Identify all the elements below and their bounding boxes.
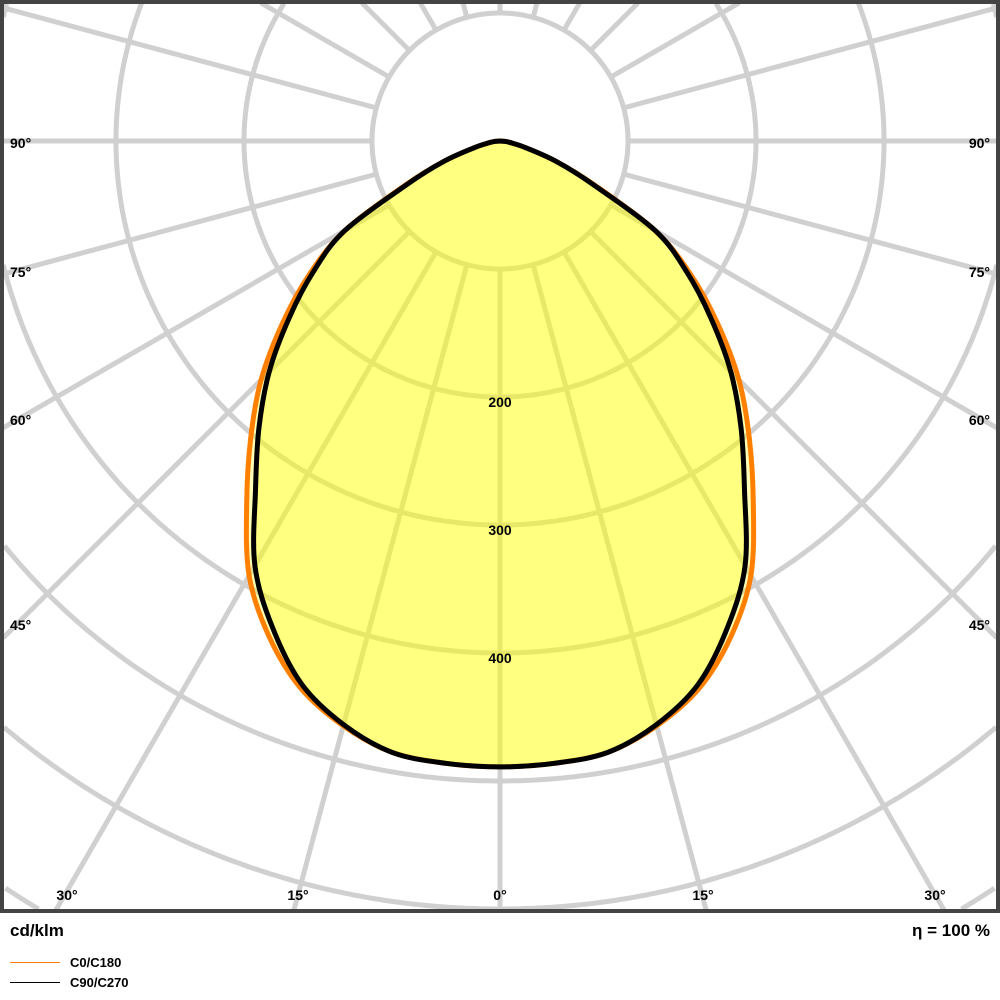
ring-labels: 200 300 400: [488, 394, 512, 666]
ring-label-400: 400: [488, 650, 512, 666]
grid-spoke-285: [3, 171, 378, 277]
grid-spoke-345: [291, 263, 470, 910]
grid-spoke-15: [530, 263, 709, 910]
ring-label-300: 300: [488, 522, 512, 538]
grid-spoke-60: [609, 202, 997, 431]
grid-ring-700: [4, 886, 996, 910]
curve-fill-1: [253, 141, 747, 767]
angle-label-left-45: 45°: [10, 617, 31, 633]
grid-spoke-315: [3, 229, 412, 640]
angle-label-left-90: 90°: [10, 135, 31, 151]
angle-label-bottom-30-left: 30°: [56, 887, 77, 903]
curve-line-c90-c270: [251, 138, 749, 770]
grid-spoke-195: [460, 3, 470, 19]
grid-spoke-120: [609, 3, 741, 80]
angle-label-left-75: 75°: [10, 264, 31, 280]
efficiency-label: η = 100 %: [912, 921, 990, 940]
legend-label-c90-c270: C90/C270: [70, 975, 129, 990]
grid-spoke-75: [622, 171, 997, 277]
polar-grid: [3, 3, 997, 910]
grid-spoke-330: [53, 250, 439, 910]
unit-label: cd/klm: [10, 921, 64, 940]
angle-label-bottom-30-right: 30°: [924, 887, 945, 903]
grid-spoke-105: [622, 5, 997, 111]
angle-label-bottom-0: 0°: [493, 887, 506, 903]
grid-spoke-300: [3, 202, 391, 431]
grid-ring-500: [3, 544, 997, 784]
legend-swatch-c90-c270: [10, 982, 60, 983]
grid-spoke-150: [561, 3, 582, 32]
grid-spoke-165: [530, 3, 540, 19]
angle-label-left-60: 60°: [10, 412, 31, 428]
legend-swatch-c0-c180: [10, 962, 60, 963]
curve-fill-0: [246, 141, 754, 767]
angle-label-bottom-15-left: 15°: [287, 887, 308, 903]
chart-frame: [0, 0, 1000, 913]
legend-label-c0-c180: C0/C180: [70, 955, 122, 970]
grid-spoke-45: [588, 229, 997, 640]
ring-label-200: 200: [488, 394, 512, 410]
grid-spoke-255: [3, 5, 378, 111]
angle-label-right-45: 45°: [969, 617, 990, 633]
grid-ring-200: [241, 3, 759, 400]
angle-labels: 90° 75° 60° 45° 90° 75° 60° 45° 30° 15° …: [10, 135, 990, 903]
angle-label-right-75: 75°: [969, 264, 990, 280]
intensity-curves: [243, 138, 757, 770]
angle-label-right-60: 60°: [969, 412, 990, 428]
angle-label-right-90: 90°: [969, 135, 990, 151]
grid-ring-600: [3, 725, 997, 910]
grid-spoke-240: [259, 3, 391, 80]
grid-ring-300: [113, 3, 887, 528]
grid-spoke-225: [360, 3, 412, 53]
grid-spoke-135: [588, 3, 640, 53]
grid-spoke-30: [561, 250, 947, 910]
grid-spoke-210: [418, 3, 439, 32]
angle-label-bottom-15-right: 15°: [692, 887, 713, 903]
